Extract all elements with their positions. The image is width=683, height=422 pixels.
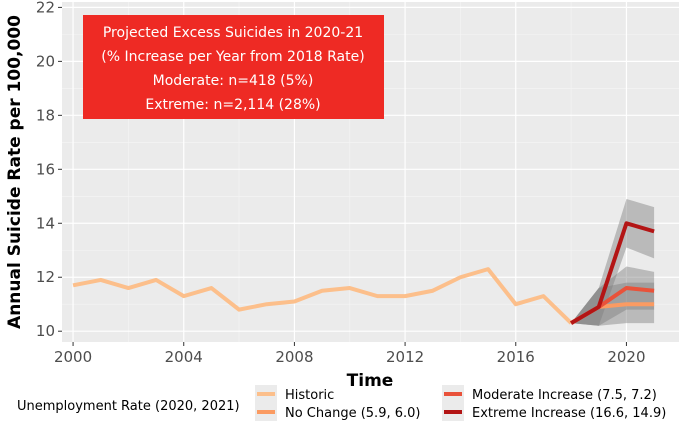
legend-label-no-change: No Change (5.9, 6.0) <box>285 406 420 421</box>
legend-item-historic: Historic <box>255 385 334 403</box>
x-tick-label: 2008 <box>275 348 313 366</box>
y-tick-label: 16 <box>36 160 55 178</box>
legend-label-moderate: Moderate Increase (7.5, 7.2) <box>472 388 657 403</box>
y-tick-label: 12 <box>36 268 55 286</box>
y-tick-label: 22 <box>36 0 55 16</box>
legend-label-extreme: Extreme Increase (16.6, 14.9) <box>472 406 666 421</box>
x-tick-label: 2004 <box>165 348 203 366</box>
series-lines <box>72 221 655 325</box>
x-tick-label: 2000 <box>54 348 92 366</box>
y-axis-title: Annual Suicide Rate per 100,000 <box>5 15 25 329</box>
y-tick-label: 20 <box>36 52 55 70</box>
legend-item-no-change: No Change (5.9, 6.0) <box>255 403 420 421</box>
legend-title: Unemployment Rate (2020, 2021) <box>17 399 240 414</box>
annotation-box: Projected Excess Suicides in 2020-21 (% … <box>83 15 384 119</box>
series-line <box>570 221 655 325</box>
legend: Unemployment Rate (2020, 2021) Historic … <box>17 385 666 421</box>
x-tick-label: 2012 <box>386 348 424 366</box>
x-axis-ticks: 2000 2004 2008 2012 2016 2020 <box>54 342 646 366</box>
y-tick-label: 10 <box>36 322 55 340</box>
x-axis-title: Time <box>347 371 394 391</box>
y-tick-label: 18 <box>36 106 55 124</box>
annotation-line-3: Moderate: n=418 (5%) <box>153 73 314 89</box>
legend-item-extreme: Extreme Increase (16.6, 14.9) <box>442 403 666 421</box>
x-tick-label: 2020 <box>607 348 645 366</box>
annotation-line-4: Extreme: n=2,114 (28%) <box>145 97 320 113</box>
series-line <box>72 267 573 325</box>
y-tick-label: 14 <box>36 214 55 232</box>
y-axis-ticks: 10 12 14 16 18 20 22 <box>36 0 62 340</box>
annotation-line-1: Projected Excess Suicides in 2020-21 <box>103 25 363 41</box>
x-tick-label: 2016 <box>497 348 535 366</box>
legend-item-moderate: Moderate Increase (7.5, 7.2) <box>442 385 657 403</box>
annotation-background <box>83 15 384 119</box>
annotation-line-2: (% Increase per Year from 2018 Rate) <box>101 49 364 65</box>
legend-label-historic: Historic <box>285 388 334 403</box>
